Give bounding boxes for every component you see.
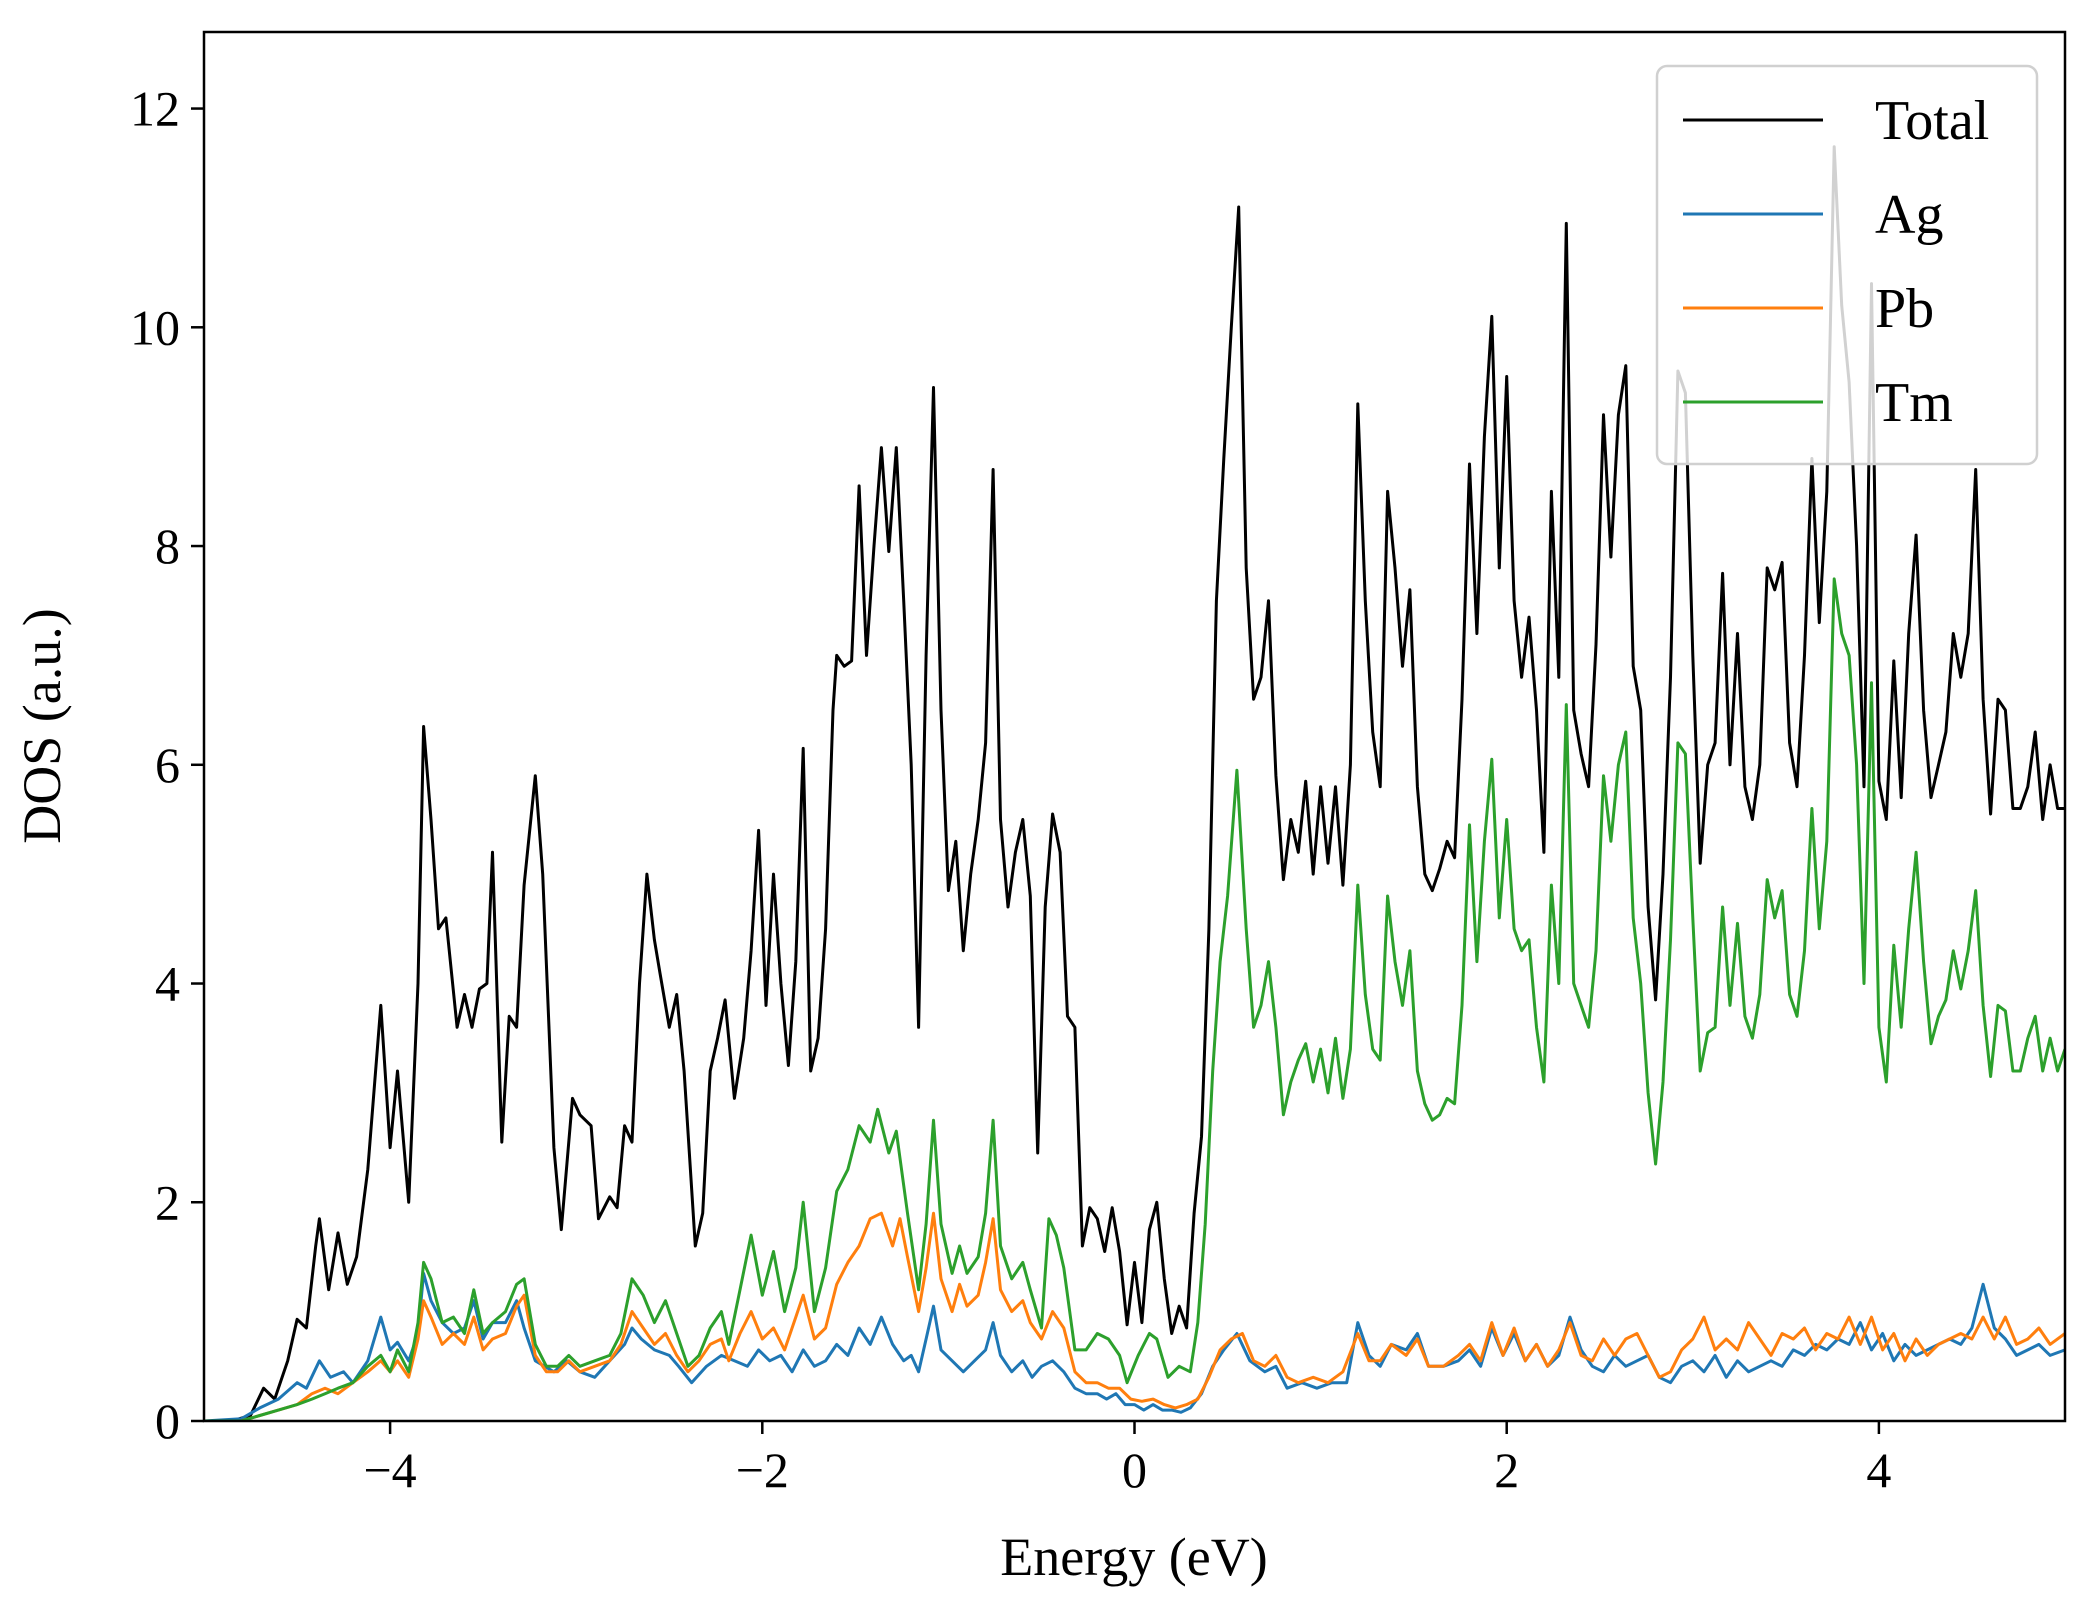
legend-label-ag: Ag <box>1875 184 1943 246</box>
x-tick-label: 2 <box>1494 1442 1519 1498</box>
y-tick-label: 6 <box>155 737 180 793</box>
y-tick-label: 2 <box>155 1174 180 1230</box>
y-tick-label: 0 <box>155 1393 180 1449</box>
series-line-ag <box>204 1271 2065 1421</box>
series-layer <box>204 145 2065 1421</box>
legend-box <box>1655 64 2039 466</box>
x-tick-label: 4 <box>1866 1442 1891 1498</box>
legend-label-tm: Tm <box>1875 372 1953 434</box>
legend-label-total: Total <box>1875 90 1989 152</box>
y-tick-label: 10 <box>130 299 180 355</box>
y-axis-label: DOS (a.u.) <box>12 608 72 843</box>
y-tick-label: 4 <box>155 956 180 1012</box>
y-tick-label: 12 <box>130 81 180 137</box>
y-tick-label: 8 <box>155 518 180 574</box>
legend-label-pb: Pb <box>1875 278 1934 340</box>
x-axis-label: Energy (eV) <box>1000 1527 1267 1587</box>
x-tick-label: −2 <box>736 1442 789 1498</box>
series-line-pb <box>204 1211 2065 1421</box>
series-line-tm <box>204 577 2065 1421</box>
series-line-total <box>204 145 2065 1421</box>
x-tick-label: −4 <box>363 1442 416 1498</box>
x-axis: −4 −2 0 2 4 <box>363 1421 1891 1498</box>
legend: Total Ag Pb Tm <box>1655 64 2039 466</box>
y-axis: 0 2 4 6 8 10 12 <box>130 81 204 1449</box>
x-tick-label: 0 <box>1122 1442 1147 1498</box>
